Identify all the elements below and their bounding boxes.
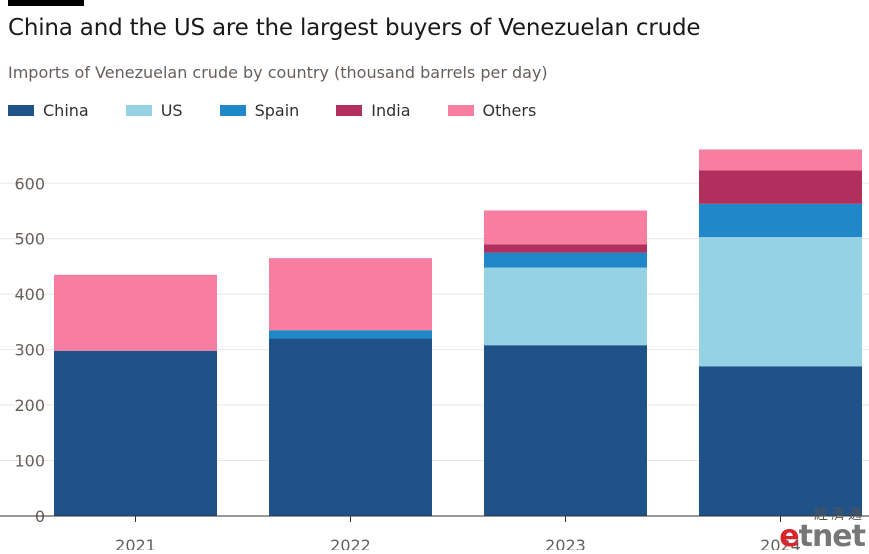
etnet-logo-e: e	[779, 519, 799, 554]
legend-label-others: Others	[482, 101, 537, 120]
y-tick-label: 500	[14, 230, 45, 249]
bar-segment-china-2022	[269, 338, 432, 516]
legend-item-india: India	[336, 101, 411, 120]
legend-swatch-spain	[219, 105, 246, 116]
y-tick-label: 200	[14, 396, 45, 415]
bar-segment-india-2024	[699, 170, 862, 204]
legend-label-spain: Spain	[254, 101, 300, 120]
y-tick-label: 300	[14, 341, 45, 360]
etnet-watermark: 經濟通 etnet	[779, 504, 866, 552]
bar-segment-china-2023	[484, 345, 647, 516]
bar-segment-india-2023	[484, 244, 647, 253]
legend-label-us: US	[160, 101, 183, 120]
legend-swatch-us	[125, 105, 152, 116]
bar-segment-others-2022	[269, 258, 432, 331]
x-tick-label: 2024	[760, 536, 801, 550]
x-tick-label: 2023	[545, 536, 586, 550]
chart-title: China and the US are the largest buyers …	[8, 15, 701, 41]
bar-segment-us-2023	[484, 267, 647, 346]
y-tick-label: 400	[14, 285, 45, 304]
etnet-logo: etnet	[779, 522, 866, 552]
legend-swatch-china	[8, 105, 34, 116]
y-tick-label: 100	[14, 452, 45, 471]
legend-swatch-india	[336, 105, 363, 116]
legend-label-china: China	[43, 101, 89, 120]
bar-segment-china-2024	[699, 366, 862, 516]
legend-item-spain: Spain	[219, 101, 300, 120]
legend-item-china: China	[8, 101, 89, 120]
chart-legend: China US Spain India Others	[8, 101, 573, 120]
bar-segment-spain-2022	[269, 330, 432, 339]
bar-segment-china-2021	[54, 350, 217, 516]
watermark-chinese-text: 經濟通	[814, 507, 865, 523]
y-tick-label: 600	[14, 174, 45, 193]
bar-segment-spain-2023	[484, 252, 647, 268]
bar-segment-others-2024	[699, 149, 862, 171]
legend-swatch-others	[447, 105, 474, 116]
legend-label-india: India	[371, 101, 411, 120]
chart-subtitle: Imports of Venezuelan crude by country (…	[8, 63, 548, 82]
etnet-logo-rest: tnet	[798, 519, 866, 554]
x-tick-label: 2022	[330, 536, 371, 550]
x-tick-label: 2021	[115, 536, 156, 550]
legend-item-others: Others	[447, 101, 537, 120]
bar-segment-spain-2024	[699, 203, 862, 238]
legend-item-us: US	[125, 101, 183, 120]
bar-segment-others-2023	[484, 210, 647, 245]
header-accent-bar	[8, 0, 84, 6]
bar-segment-others-2021	[54, 274, 217, 351]
bar-segment-us-2024	[699, 237, 862, 367]
